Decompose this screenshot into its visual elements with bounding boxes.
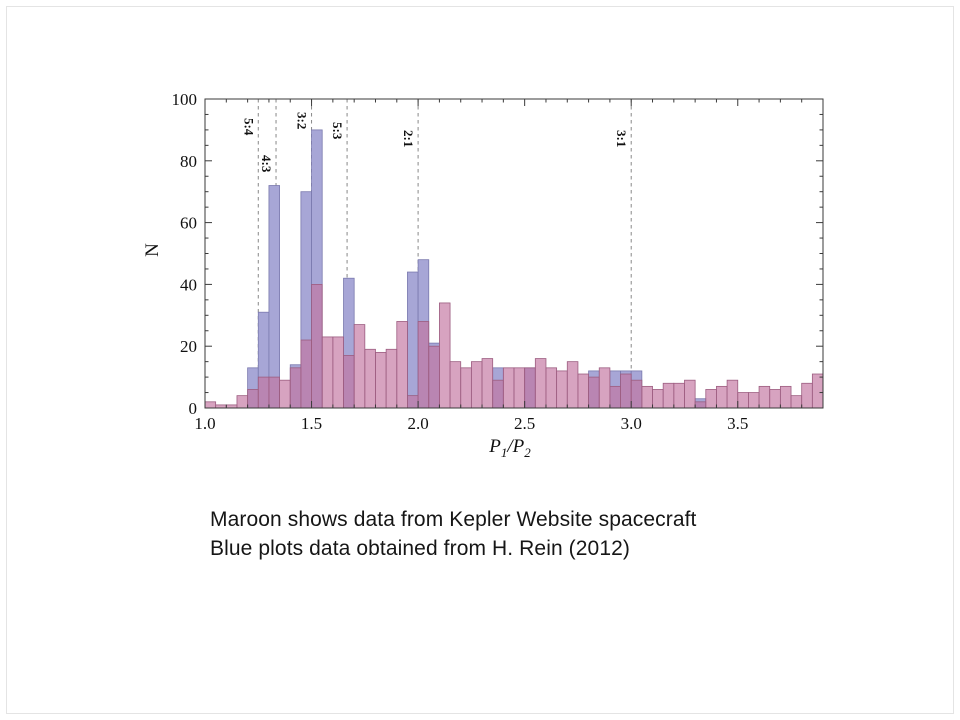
histogram-bar — [662, 382, 675, 409]
x-axis-title-slash: / — [507, 436, 513, 457]
histogram-bar — [492, 379, 504, 409]
histogram-bar — [726, 379, 739, 409]
histogram-bar — [737, 392, 749, 409]
histogram-bar — [204, 401, 217, 409]
resonance-label-3:1: 3:1 — [614, 130, 629, 147]
histogram-bar — [716, 385, 728, 409]
histogram-bar — [673, 382, 685, 409]
histogram-bar — [790, 395, 803, 409]
histogram-bar — [396, 321, 408, 409]
histogram-chart: 5:4 4:3 3:2 5:3 2:1 3:1 1.0 1.5 2.0 2.5 3.0 3.5 0 20 4… — [172, 90, 824, 433]
x-tick-label: 2.0 — [407, 414, 428, 433]
x-tick-label: 2.5 — [514, 414, 535, 433]
histogram-bar — [289, 367, 302, 409]
histogram-bar — [332, 336, 344, 409]
x-axis-title: P1/P2 — [430, 436, 590, 461]
histogram-bar — [300, 339, 312, 409]
resonance-label-2:1: 2:1 — [401, 130, 416, 147]
histogram-bar — [353, 324, 366, 409]
histogram-bar — [247, 389, 259, 409]
histogram-bar — [811, 373, 824, 409]
histogram-bar — [748, 392, 760, 409]
axis-ticks — [204, 98, 824, 409]
histogram-bar — [609, 385, 621, 409]
histogram-bar — [620, 373, 632, 409]
resonance-label-3:2: 3:2 — [295, 112, 310, 129]
x-axis-title-sub1: 1 — [500, 444, 508, 460]
histogram-bar — [630, 379, 643, 409]
histogram-bar — [801, 382, 813, 409]
histogram-bar — [268, 376, 280, 409]
histogram-bar — [257, 376, 270, 409]
histogram-bar — [577, 373, 589, 409]
y-axis-title: N — [142, 243, 163, 257]
maroon-series — [204, 283, 824, 409]
histogram-bar — [779, 385, 792, 409]
x-axis-title-p1: P — [489, 436, 501, 457]
histogram-bar — [449, 361, 462, 409]
y-tick-label: 20 — [180, 337, 197, 356]
histogram-bar — [705, 389, 717, 409]
x-tick-label: 1.0 — [194, 414, 215, 433]
histogram-bar — [545, 367, 558, 409]
x-tick-label: 3.0 — [621, 414, 642, 433]
y-tick-label: 60 — [180, 214, 197, 233]
histogram-bar — [311, 283, 323, 409]
caption-line-2: Blue plots data obtained from H. Rein (2… — [210, 537, 630, 560]
histogram-bar — [534, 358, 547, 409]
y-tick-label: 80 — [180, 152, 197, 171]
x-tick-label: 1.5 — [301, 414, 322, 433]
histogram-bar — [375, 351, 387, 409]
histogram-bar — [684, 379, 696, 409]
histogram-bar — [343, 355, 355, 409]
histogram-bar — [407, 395, 419, 409]
resonance-label-5:4: 5:4 — [241, 118, 256, 136]
histogram-bar — [321, 336, 334, 409]
histogram-bar — [385, 348, 398, 409]
x-axis-title-sub2: 2 — [524, 444, 531, 460]
x-tick-label: 3.5 — [727, 414, 748, 433]
histogram-bar — [758, 385, 771, 409]
histogram-bar — [236, 395, 249, 409]
caption-line-1: Maroon shows data from Kepler Website sp… — [210, 508, 697, 531]
histogram-bar — [652, 389, 664, 409]
histogram-bar — [279, 379, 291, 409]
x-axis-title-p2: P — [512, 436, 525, 457]
histogram-bar — [460, 367, 472, 409]
histogram-bar — [598, 367, 611, 409]
histogram-bar — [769, 389, 781, 409]
histogram-bar — [470, 361, 483, 409]
histogram-bar — [566, 361, 579, 409]
histogram-bar — [524, 367, 536, 409]
caption-text: Maroon shows data from Kepler Website sp… — [210, 505, 770, 563]
histogram-bar — [407, 271, 419, 409]
histogram-bar — [502, 367, 515, 409]
histogram-bar — [417, 321, 430, 409]
y-tick-label: 100 — [172, 90, 198, 109]
y-tick-label: 40 — [180, 275, 197, 294]
histogram-bar — [364, 348, 376, 409]
period-ratio-histogram-figure: 5:4 4:3 3:2 5:3 2:1 3:1 1.0 1.5 2.0 2.5 3.0 3.5 0 20 4… — [140, 78, 870, 478]
histogram-bar — [556, 370, 568, 409]
histogram-bar — [694, 401, 707, 409]
histogram-bar — [641, 385, 653, 409]
histogram-bar — [588, 376, 600, 409]
resonance-label-4:3: 4:3 — [259, 155, 274, 173]
histogram-bar — [439, 302, 451, 409]
histogram-bar — [513, 367, 526, 409]
y-tick-label: 0 — [189, 399, 198, 418]
axis-tick-labels: 1.0 1.5 2.0 2.5 3.0 3.5 0 20 40 60 80 100 — [172, 90, 749, 433]
histogram-bar — [428, 345, 440, 409]
resonance-label-5:3: 5:3 — [330, 122, 345, 140]
plot-frame — [204, 98, 824, 409]
histogram-bar — [268, 185, 280, 409]
histogram-bar — [481, 358, 494, 409]
